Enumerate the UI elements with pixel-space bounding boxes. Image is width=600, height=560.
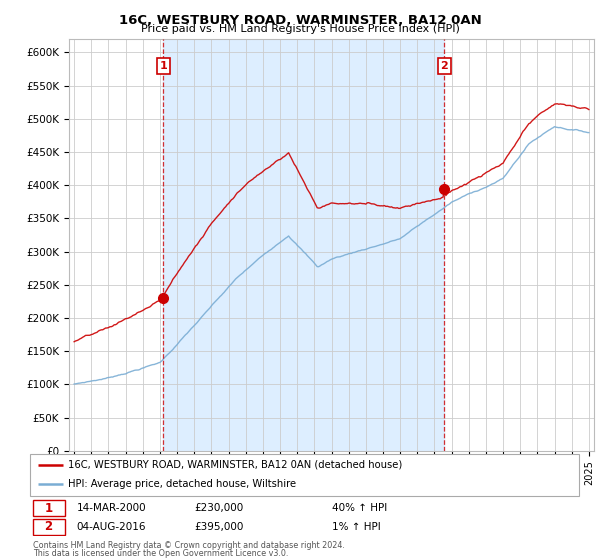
Text: Contains HM Land Registry data © Crown copyright and database right 2024.: Contains HM Land Registry data © Crown c… [33,541,345,550]
FancyBboxPatch shape [30,454,579,496]
Text: Price paid vs. HM Land Registry's House Price Index (HPI): Price paid vs. HM Land Registry's House … [140,24,460,34]
Text: HPI: Average price, detached house, Wiltshire: HPI: Average price, detached house, Wilt… [68,479,296,489]
Text: 14-MAR-2000: 14-MAR-2000 [77,503,146,513]
Text: £395,000: £395,000 [194,522,244,532]
Text: 1% ↑ HPI: 1% ↑ HPI [332,522,381,532]
FancyBboxPatch shape [33,500,65,516]
Bar [163,39,445,451]
Text: This data is licensed under the Open Government Licence v3.0.: This data is licensed under the Open Gov… [33,549,289,558]
Text: 2: 2 [44,520,53,533]
Text: £230,000: £230,000 [194,503,244,513]
Text: 16C, WESTBURY ROAD, WARMINSTER, BA12 0AN: 16C, WESTBURY ROAD, WARMINSTER, BA12 0AN [119,14,481,27]
Text: 04-AUG-2016: 04-AUG-2016 [77,522,146,532]
Text: 40% ↑ HPI: 40% ↑ HPI [332,503,387,513]
Text: 1: 1 [160,60,167,71]
FancyBboxPatch shape [33,519,65,535]
Text: 2: 2 [440,60,448,71]
Text: 1: 1 [44,502,53,515]
Text: 16C, WESTBURY ROAD, WARMINSTER, BA12 0AN (detached house): 16C, WESTBURY ROAD, WARMINSTER, BA12 0AN… [68,460,403,470]
